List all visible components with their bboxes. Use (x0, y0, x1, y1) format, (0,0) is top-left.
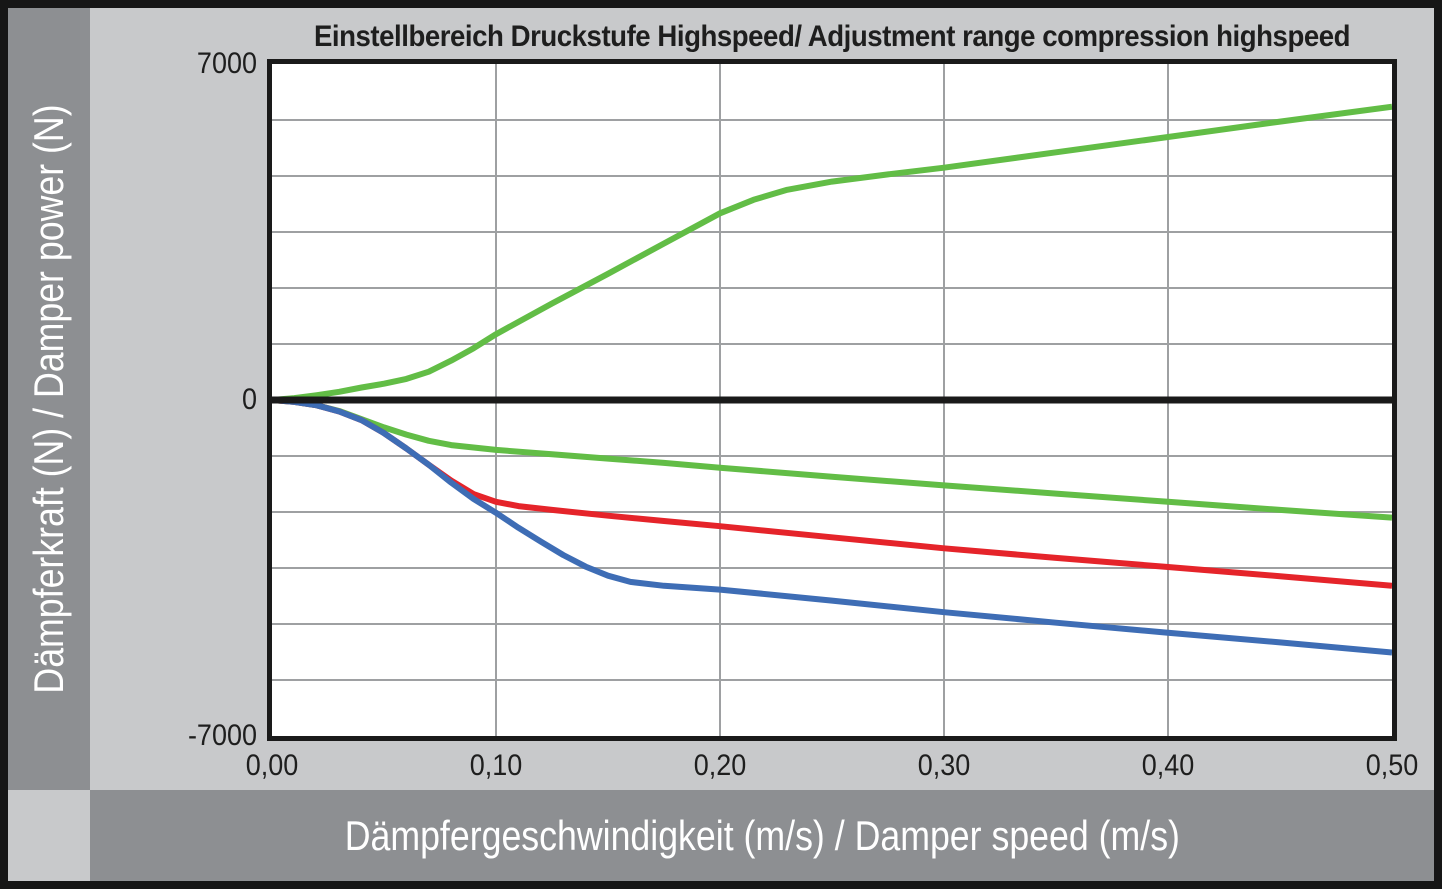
series-line-blue-lower (272, 397, 1392, 656)
series-line-red-lower (272, 397, 1392, 589)
x-tick-label: 0,20 (693, 749, 747, 782)
plot-area (267, 59, 1397, 741)
x-axis-strip: Dämpfergeschwindigkeit (m/s) / Damper sp… (90, 790, 1434, 881)
x-tick-label: 0,50 (1365, 749, 1419, 782)
chart-canvas: Einstellbereich Druckstufe Highspeed/ Ad… (90, 8, 1434, 790)
x-tick-label: 0,10 (469, 749, 523, 782)
y-axis-strip: Dämpferkraft (N) / Damper power (N) (8, 8, 90, 790)
y-tick-label: -7000 (187, 719, 257, 752)
chart-title: Einstellbereich Druckstufe Highspeed/ Ad… (313, 20, 1351, 53)
x-axis-strip-label: Dämpfergeschwindigkeit (m/s) / Damper sp… (344, 811, 1180, 859)
series-line-green-lower (272, 397, 1392, 521)
corner-block (8, 790, 90, 881)
x-tick-label: 0,40 (1141, 749, 1195, 782)
x-tick-label: 0,30 (917, 749, 971, 782)
y-tick-label: 0 (241, 383, 257, 416)
plot-svg (272, 64, 1392, 736)
series-line-green-upper-compression (272, 103, 1392, 403)
y-axis-strip-label: Dämpferkraft (N) / Damper power (N) (25, 104, 72, 694)
x-tick-label: 0,00 (245, 749, 299, 782)
y-tick-label: 7000 (196, 47, 257, 80)
